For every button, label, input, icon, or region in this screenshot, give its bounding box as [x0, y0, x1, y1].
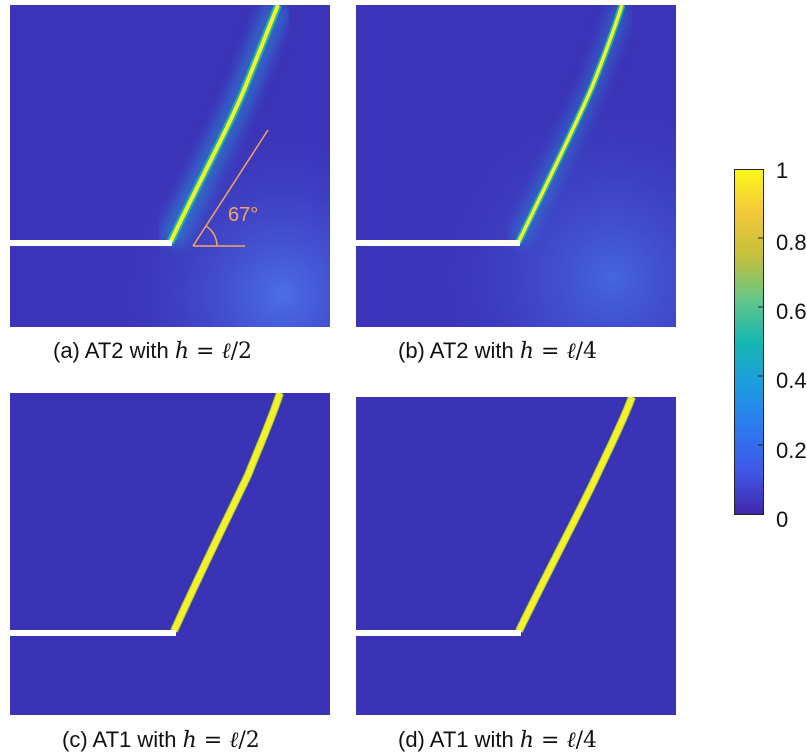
- caption-c: (c) AT1 with h = ℓ/2: [62, 727, 260, 753]
- phase-field-plot-a: 67°: [10, 5, 330, 327]
- colorbar-tick-1: 1: [776, 158, 789, 183]
- phase-field-plot-c: [10, 393, 330, 715]
- phase-field-plot-b: [356, 5, 676, 327]
- panel-b: [356, 5, 676, 327]
- colorbar: [734, 169, 764, 515]
- caption-d: (d) AT1 with h = ℓ/4: [398, 727, 598, 753]
- colorbar-tick-0.8: 0.8: [776, 230, 807, 255]
- caption-b: (b) AT2 with h = ℓ/4: [398, 338, 598, 364]
- colorbar-tick-0.6: 0.6: [776, 299, 807, 324]
- colorbar-tick-0.2: 0.2: [776, 438, 807, 463]
- colorbar-tick-0.4: 0.4: [776, 368, 807, 393]
- caption-a: (a) AT2 with h = ℓ/2: [53, 338, 253, 364]
- panel-a: 67°: [10, 5, 330, 327]
- colorbar-gradient: [734, 169, 764, 515]
- panel-d: [356, 397, 676, 715]
- colorbar-tick-0: 0: [776, 507, 789, 532]
- phase-field-plot-d: [356, 397, 676, 715]
- panel-c: [10, 393, 330, 715]
- angle-annotation: 67°: [228, 204, 258, 226]
